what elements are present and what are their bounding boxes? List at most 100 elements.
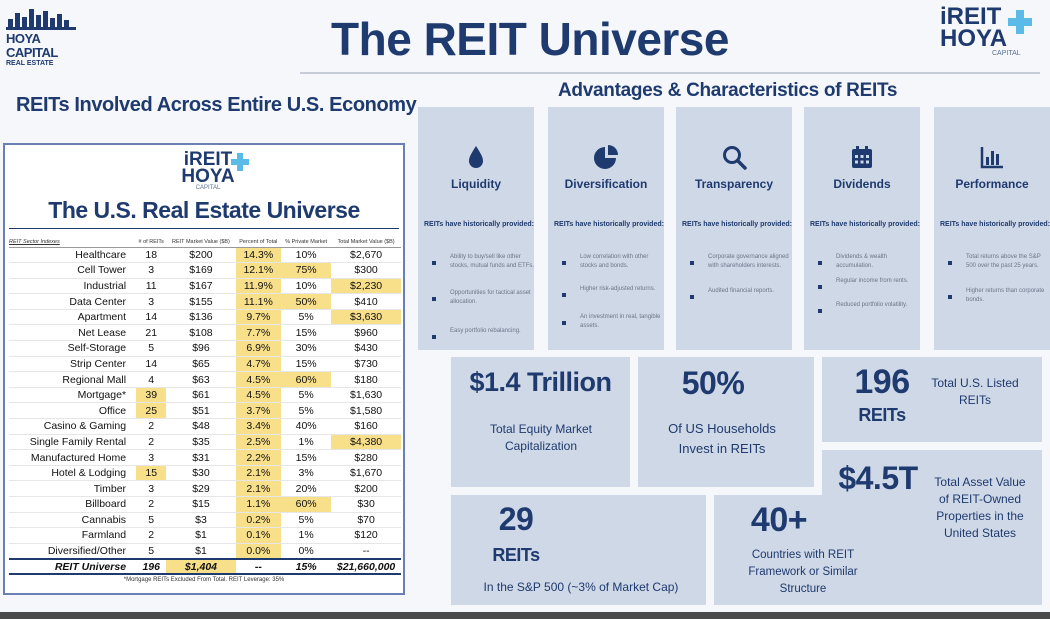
value-cell: $167: [166, 278, 236, 295]
hoya-sub: REAL ESTATE: [6, 60, 54, 67]
private-cell: 60%: [281, 496, 332, 513]
private-cell: 75%: [281, 262, 332, 279]
sector-cell: Casino & Gaming: [9, 418, 137, 435]
bullet-dot: [948, 261, 952, 265]
reit-sector-table: REIT Sector Indexes # of REITs REIT Mark…: [9, 237, 401, 576]
total-cell: $960: [331, 324, 401, 342]
count-cell: 39: [136, 387, 167, 404]
panel-logo: iREIT HOYA CAPITAL: [163, 150, 253, 191]
reit-universe-panel: iREIT HOYA CAPITAL The U.S. Real Estate …: [3, 143, 405, 595]
table-row: Healthcare 18 $200 14.3% 10% $2,670: [9, 247, 401, 264]
value-cell: $3: [166, 512, 236, 529]
count-cell: 4: [136, 371, 167, 388]
stat-assets-value: $4.5T: [838, 460, 918, 496]
bullet-dot: [948, 295, 952, 299]
left-heading: REITs Involved Across Entire U.S. Econom…: [16, 94, 417, 116]
card-dividends: Dividends REITs have historically provide…: [804, 107, 920, 350]
sector-cell: Single Family Rental: [9, 434, 137, 451]
pct-cell: 2.2%: [235, 449, 282, 466]
card-provided: REITs have historically provided:: [810, 221, 920, 228]
logo-bottom: HOYA: [940, 25, 1008, 52]
card-bullet: Opportunities for tactical asset allocat…: [450, 290, 531, 305]
private-cell: 5%: [281, 402, 332, 420]
table-row: Hotel & Lodging 15 $30 2.1% 3% $1,670: [9, 465, 401, 482]
card-provided: REITs have historically provided:: [424, 221, 534, 228]
private-cell: 60%: [281, 371, 332, 388]
sector-cell: Industrial: [9, 278, 137, 295]
total-value-cell: $1,404: [166, 557, 236, 576]
bullet-dot: [690, 295, 694, 299]
count-cell: 5: [136, 512, 167, 529]
private-cell: 5%: [281, 387, 332, 404]
plus-icon: [1008, 10, 1032, 34]
private-cell: 3%: [281, 465, 332, 482]
hoya-name: HOYA CAPITAL: [6, 31, 58, 60]
private-cell: 30%: [281, 340, 332, 357]
total-cell: $180: [331, 371, 401, 388]
pct-cell: 2.5%: [235, 434, 282, 451]
value-cell: $48: [166, 418, 236, 435]
skyline-icon: [6, 8, 76, 30]
stat-countries-label: Countries with REIT Framework or Similar…: [748, 549, 858, 595]
total-cell: $300: [331, 262, 401, 279]
card-bullet: Regular income from rents.: [836, 278, 909, 284]
total-cell: $200: [331, 480, 401, 497]
ireit-hoya-logo: iREIT HOYA CAPITAL: [940, 5, 1040, 64]
value-cell: $1: [166, 543, 236, 560]
value-cell: $29: [166, 480, 236, 497]
hoya-capital-logo: HOYA CAPITAL REAL ESTATE: [6, 8, 76, 67]
count-cell: 3: [136, 262, 167, 279]
card-bullet: Higher returns than corporate bonds.: [966, 288, 1045, 303]
bar-chart-icon: [978, 143, 1006, 171]
pct-cell: 7.7%: [235, 324, 282, 342]
bullet-dot: [562, 293, 566, 297]
col-count: # of REITs: [136, 237, 167, 248]
right-heading: Advantages & Characteristics of REITs: [558, 80, 898, 101]
stat-sp500-tile: 29 REITs In the S&P 500 (~3% of Market C…: [451, 495, 706, 605]
droplet-icon: [462, 143, 490, 171]
value-cell: $200: [166, 247, 236, 264]
pct-cell: 0.1%: [235, 527, 282, 544]
card-title: Liquidity: [451, 177, 501, 191]
value-cell: $30: [166, 465, 236, 482]
private-cell: 15%: [281, 324, 332, 342]
private-cell: 10%: [281, 278, 332, 295]
count-cell: 3: [136, 480, 167, 497]
sector-cell: Cell Tower: [9, 262, 137, 279]
private-cell: 1%: [281, 527, 332, 544]
total-cell: $160: [331, 418, 401, 435]
count-cell: 3: [136, 293, 167, 310]
bullet-dot: [818, 285, 822, 289]
sector-cell: Office: [9, 402, 137, 420]
stat-sp500-value: 29: [498, 501, 534, 537]
table-row: Self-Storage 5 $96 6.9% 30% $430: [9, 340, 401, 357]
header-divider: [300, 72, 1040, 74]
value-cell: $63: [166, 371, 236, 388]
pie-chart-icon: [592, 143, 620, 171]
value-cell: $65: [166, 356, 236, 373]
card-transparency: Transparency REITs have historically prov…: [676, 107, 792, 350]
table-row: Diversified/Other 5 $1 0.0% 0% --: [9, 543, 401, 560]
pct-cell: 11.9%: [235, 278, 282, 295]
private-cell: 1%: [281, 434, 332, 451]
stat-listed-tile: 196 REITs Total U.S. Listed REITs: [822, 357, 1042, 442]
private-cell: 5%: [281, 512, 332, 529]
card-bullet: Corporate governance aligned with shareh…: [708, 254, 789, 269]
total-private-cell: 15%: [281, 557, 332, 576]
page-title: The REIT Universe: [331, 13, 729, 65]
bullet-dot: [818, 261, 822, 265]
count-cell: 11: [136, 278, 167, 295]
table-header-row: REIT Sector Indexes # of REITs REIT Mark…: [9, 237, 401, 248]
total-count-cell: 196: [136, 557, 167, 576]
bullet-dot: [432, 261, 436, 265]
stat-listed-value: 196: [854, 363, 910, 401]
sector-cell: Diversified/Other: [9, 543, 137, 560]
sector-cell: Mortgage*: [9, 387, 137, 404]
bullet-dot: [432, 297, 436, 301]
total-sector-cell: REIT Universe: [9, 557, 137, 576]
col-value: REIT Market Value ($B): [166, 237, 236, 248]
bottom-band: [0, 612, 1050, 619]
bullet-dot: [818, 309, 822, 313]
total-cell: $280: [331, 449, 401, 466]
private-cell: 0%: [281, 543, 332, 560]
